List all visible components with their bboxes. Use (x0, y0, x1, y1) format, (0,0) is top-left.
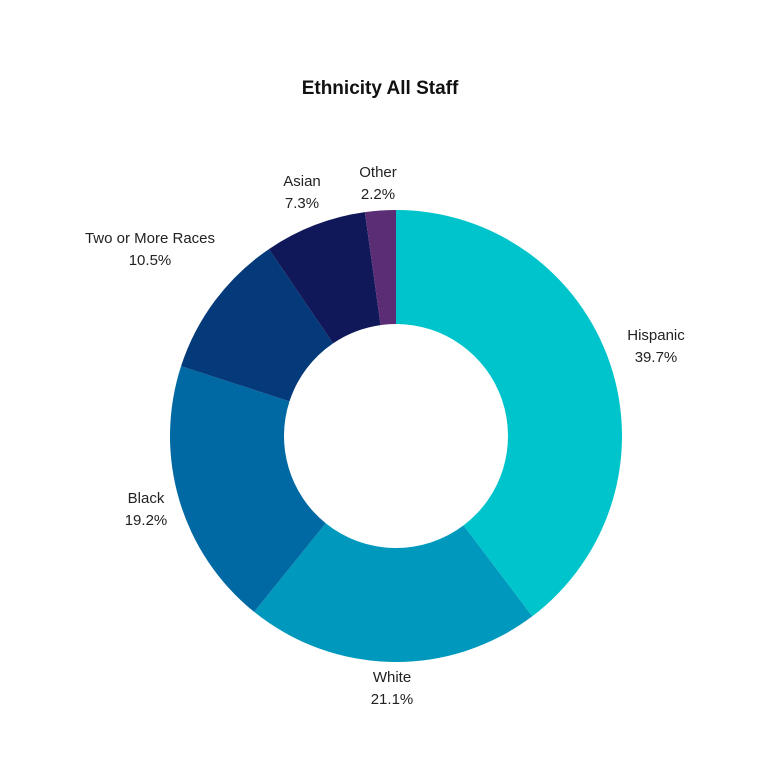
slice-label-two-or-more-races: Two or More Races 10.5% (85, 230, 215, 269)
slice-label-white: White 21.1% (371, 669, 414, 708)
slice-asian (268, 212, 381, 344)
slice-label-name: Other (359, 164, 397, 181)
slice-label-name: White (373, 669, 411, 686)
slice-label-black: Black 19.2% (125, 490, 168, 529)
slice-black (170, 366, 326, 612)
slice-label-hispanic: Hispanic 39.7% (627, 327, 685, 366)
chart-title: Ethnicity All Staff (302, 78, 459, 99)
slices-group (170, 210, 622, 662)
slice-label-value: 7.3% (285, 195, 319, 212)
slice-hispanic (396, 210, 622, 617)
slice-label-name: Asian (283, 173, 321, 190)
slice-label-value: 10.5% (129, 252, 172, 269)
slice-label-name: Black (128, 490, 165, 507)
slice-label-value: 19.2% (125, 512, 168, 529)
slice-label-name: Two or More Races (85, 230, 215, 247)
slice-label-value: 2.2% (361, 186, 395, 203)
slice-white (254, 523, 533, 662)
slice-label-other: Other 2.2% (359, 164, 397, 203)
slice-label-value: 39.7% (635, 349, 678, 366)
slice-label-value: 21.1% (371, 691, 414, 708)
slice-two-or-more-races (181, 249, 334, 402)
slice-label-asian: Asian 7.3% (283, 173, 321, 212)
slice-other (364, 210, 396, 326)
slice-label-name: Hispanic (627, 327, 685, 344)
labels-group: Hispanic 39.7% White 21.1% Black 19.2% Two or … (85, 164, 685, 708)
